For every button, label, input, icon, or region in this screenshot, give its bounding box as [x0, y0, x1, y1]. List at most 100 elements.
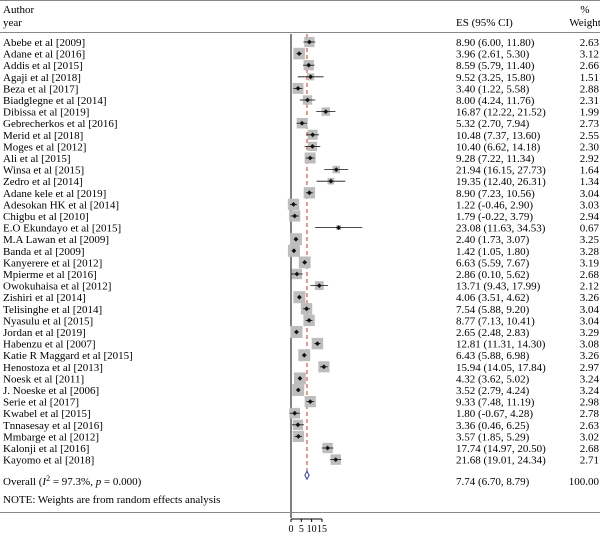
study-label: Nyasulu et al [2015] — [3, 315, 93, 327]
point-estimate — [323, 109, 329, 114]
study-weight: 3.29 — [580, 327, 600, 339]
study-ci-text: 3.96 (2.61, 5.30) — [456, 49, 530, 61]
study-label: E.O Ekundayo et al [2015] — [3, 223, 121, 235]
study-weight: 1.99 — [580, 107, 600, 119]
study-weight: 3.25 — [580, 234, 600, 246]
study-weight: 3.19 — [580, 257, 600, 269]
study-ci-text: 17.74 (14.97, 20.50) — [456, 443, 546, 455]
study-ci-text: 2.65 (2.48, 2.83) — [456, 327, 530, 339]
point-estimate — [292, 410, 298, 416]
overall-label: Overall (I2 = 97.3%, p = 0.000) — [3, 474, 142, 488]
study-label: M.A Lawan et al [2009] — [3, 234, 109, 246]
point-estimate — [299, 120, 305, 126]
study-weight: 3.24 — [580, 385, 600, 397]
study-ci-text: 21.94 (16.15, 27.73) — [456, 165, 546, 177]
study-weight: 2.92 — [580, 153, 599, 165]
study-label: Chigbu et al [2010] — [3, 211, 89, 223]
study-weight: 2.66 — [580, 60, 600, 72]
study-ci-text: 12.81 (11.31, 14.30) — [456, 339, 546, 351]
study-ci-text: 9.28 (7.22, 11.34) — [456, 153, 535, 165]
study-ci-text: 6.43 (5.88, 6.98) — [456, 350, 530, 362]
es-header: ES (95% CI) — [456, 17, 513, 29]
study-ci-text: 13.71 (9.43, 17.99) — [456, 281, 541, 293]
study-label: Dibissa et al [2019] — [3, 107, 89, 119]
study-ci-text: 8.90 (6.00, 11.80) — [456, 37, 535, 49]
x-axis: 0 5 10 15 — [289, 518, 327, 534]
overall-diamond — [304, 470, 310, 481]
study-weight: 2.68 — [580, 269, 600, 281]
study-weight: 1.64 — [580, 165, 600, 177]
study-weight: 2.73 — [580, 118, 600, 130]
x-tick-label: 0 — [289, 524, 294, 534]
study-label: Abebe et al [2009] — [3, 37, 85, 49]
study-ci-text: 1.79 (-0.22, 3.79) — [456, 211, 533, 223]
study-ci-text: 16.87 (12.22, 21.52) — [456, 107, 546, 119]
study-weight: 2.63 — [580, 37, 600, 49]
study-weight: 2.31 — [580, 95, 599, 107]
study-ci-text: 8.00 (4.24, 11.76) — [456, 95, 535, 107]
study-weight: 2.97 — [580, 362, 600, 374]
study-label: Kanyerere et al [2012] — [3, 257, 102, 269]
weight-header: Weight — [569, 17, 600, 29]
study-label: Tnnasesay et al [2016] — [3, 420, 103, 432]
study-weight: 3.02 — [580, 431, 599, 443]
point-estimate — [315, 341, 320, 346]
study-ci-text: 19.35 (12.40, 26.31) — [456, 176, 546, 188]
point-estimate — [291, 202, 296, 207]
study-weight: 3.26 — [580, 350, 600, 362]
study-label: Merid et al [2018] — [3, 130, 83, 142]
study-ci-text: 9.33 (7.48, 11.19) — [456, 397, 535, 409]
study-ci-text: 1.22 (-0.46, 2.90) — [456, 199, 533, 211]
point-estimate — [307, 155, 313, 161]
study-ci-text: 3.40 (1.22, 5.58) — [456, 83, 530, 95]
study-label: Gebrecherkos et al [2016] — [3, 118, 118, 130]
study-label: Katie R Maggard et al [2015] — [3, 350, 133, 362]
point-estimate — [291, 248, 297, 254]
study-label: Moges et al [2012] — [3, 141, 86, 153]
study-ci-text: 2.86 (0.10, 5.62) — [456, 269, 530, 281]
weight-pct-header: % — [580, 4, 589, 16]
point-estimate — [306, 190, 312, 196]
point-estimate — [333, 167, 339, 172]
study-label: Zishiri et al [2014] — [3, 292, 86, 304]
point-estimate — [305, 97, 310, 103]
study-weight: 3.08 — [580, 339, 600, 351]
study-ci-text: 1.42 (1.05, 1.80) — [456, 246, 530, 258]
study-ci-text: 10.40 (6.62, 14.18) — [456, 141, 541, 153]
point-estimate — [294, 329, 299, 335]
study-label: Mmbarge et al [2012] — [3, 431, 99, 443]
point-estimate — [321, 364, 327, 370]
study-weight: 2.12 — [580, 281, 599, 293]
study-label: Noesk et al [2011] — [3, 373, 84, 385]
point-estimate — [310, 144, 315, 149]
study-ci-text: 8.90 (7.23, 10.56) — [456, 188, 535, 200]
point-estimate — [306, 318, 312, 323]
study-weight: 3.12 — [580, 49, 599, 61]
point-estimate — [302, 260, 308, 265]
study-label: Addis et al [2015] — [3, 60, 83, 72]
study-weight: 0.67 — [580, 223, 600, 235]
study-label: Kayomo et al [2018] — [3, 455, 94, 467]
study-label: Agaji et al [2018] — [3, 72, 81, 84]
study-ci-text: 2.40 (1.73, 3.07) — [456, 234, 530, 246]
point-estimate — [306, 39, 312, 45]
study-weight: 3.28 — [580, 246, 600, 258]
study-label: Adane et al [2016] — [3, 49, 85, 61]
study-ci-text: 7.54 (5.88, 9.20) — [456, 304, 530, 316]
study-label: Jordan et al [2019] — [3, 327, 86, 339]
study-label: Kalonji et al [2016] — [3, 443, 89, 455]
plot-marks — [287, 34, 363, 518]
study-weight: 3.03 — [580, 199, 600, 211]
point-estimate — [295, 422, 301, 428]
study-label: Zedro et al [2014] — [3, 176, 83, 188]
study-weight: 1.34 — [580, 176, 600, 188]
study-weight: 2.88 — [580, 83, 600, 95]
point-estimate — [293, 236, 299, 242]
study-ci-text: 4.32 (3.62, 5.02) — [456, 373, 530, 385]
study-label: Henostoza et al [2013] — [3, 362, 103, 374]
study-label: Winsa et al [2015] — [3, 165, 84, 177]
study-ci-text: 3.57 (1.85, 5.29) — [456, 431, 530, 443]
study-ci-text: 15.94 (14.05, 17.84) — [456, 362, 546, 374]
study-weight: 2.68 — [580, 443, 600, 455]
